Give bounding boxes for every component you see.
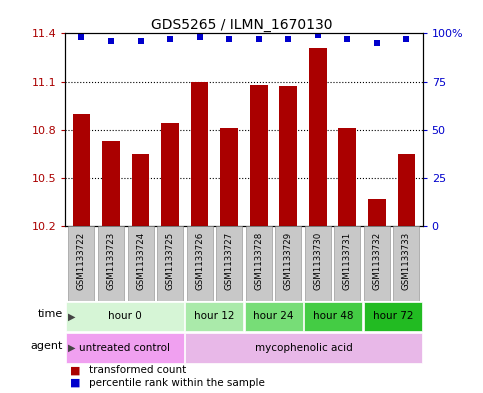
Bar [66,333,184,363]
Bar [250,85,268,226]
Bar [128,226,154,301]
Bar [368,199,386,226]
Text: hour 48: hour 48 [313,311,354,321]
Bar [304,301,362,331]
Bar [275,226,301,301]
Bar [186,226,213,301]
Bar [161,123,179,226]
Text: GSM1133732: GSM1133732 [372,232,382,290]
Text: GSM1133731: GSM1133731 [343,232,352,290]
Bar [185,333,422,363]
Text: hour 0: hour 0 [108,311,142,321]
Text: GSM1133733: GSM1133733 [402,232,411,290]
Text: ■: ■ [70,365,81,375]
Text: mycophenolic acid: mycophenolic acid [255,343,353,353]
Bar [102,141,120,226]
Bar [339,128,356,226]
Text: GDS5265 / ILMN_1670130: GDS5265 / ILMN_1670130 [151,18,332,32]
Bar [279,86,297,226]
Text: time: time [38,309,63,320]
Bar [364,301,422,331]
Bar [216,226,242,301]
Text: GSM1133726: GSM1133726 [195,232,204,290]
Bar [220,128,238,226]
Bar [72,114,90,226]
Bar [191,81,209,226]
Bar [185,301,243,331]
Text: hour 24: hour 24 [254,311,294,321]
Bar [398,154,415,226]
Text: GSM1133728: GSM1133728 [254,232,263,290]
Text: ▶: ▶ [68,343,75,353]
Bar [157,226,183,301]
Text: GSM1133729: GSM1133729 [284,232,293,290]
Text: ▶: ▶ [68,311,75,321]
Text: untreated control: untreated control [79,343,170,353]
Text: GSM1133722: GSM1133722 [77,232,86,290]
Bar [364,226,390,301]
Text: hour 72: hour 72 [372,311,413,321]
Bar [132,154,149,226]
Text: GSM1133730: GSM1133730 [313,232,322,290]
Bar [309,48,327,226]
Bar [66,301,184,331]
Bar [246,226,271,301]
Text: ■: ■ [70,378,81,388]
Bar [98,226,124,301]
Text: GSM1133725: GSM1133725 [166,232,174,290]
Bar [393,226,419,301]
Text: transformed count: transformed count [89,365,186,375]
Text: agent: agent [30,341,63,351]
Bar [69,226,95,301]
Bar [305,226,331,301]
Text: hour 12: hour 12 [194,311,234,321]
Text: GSM1133723: GSM1133723 [106,232,115,290]
Bar [334,226,360,301]
Text: GSM1133727: GSM1133727 [225,232,234,290]
Bar [244,301,303,331]
Text: percentile rank within the sample: percentile rank within the sample [89,378,265,388]
Text: GSM1133724: GSM1133724 [136,232,145,290]
